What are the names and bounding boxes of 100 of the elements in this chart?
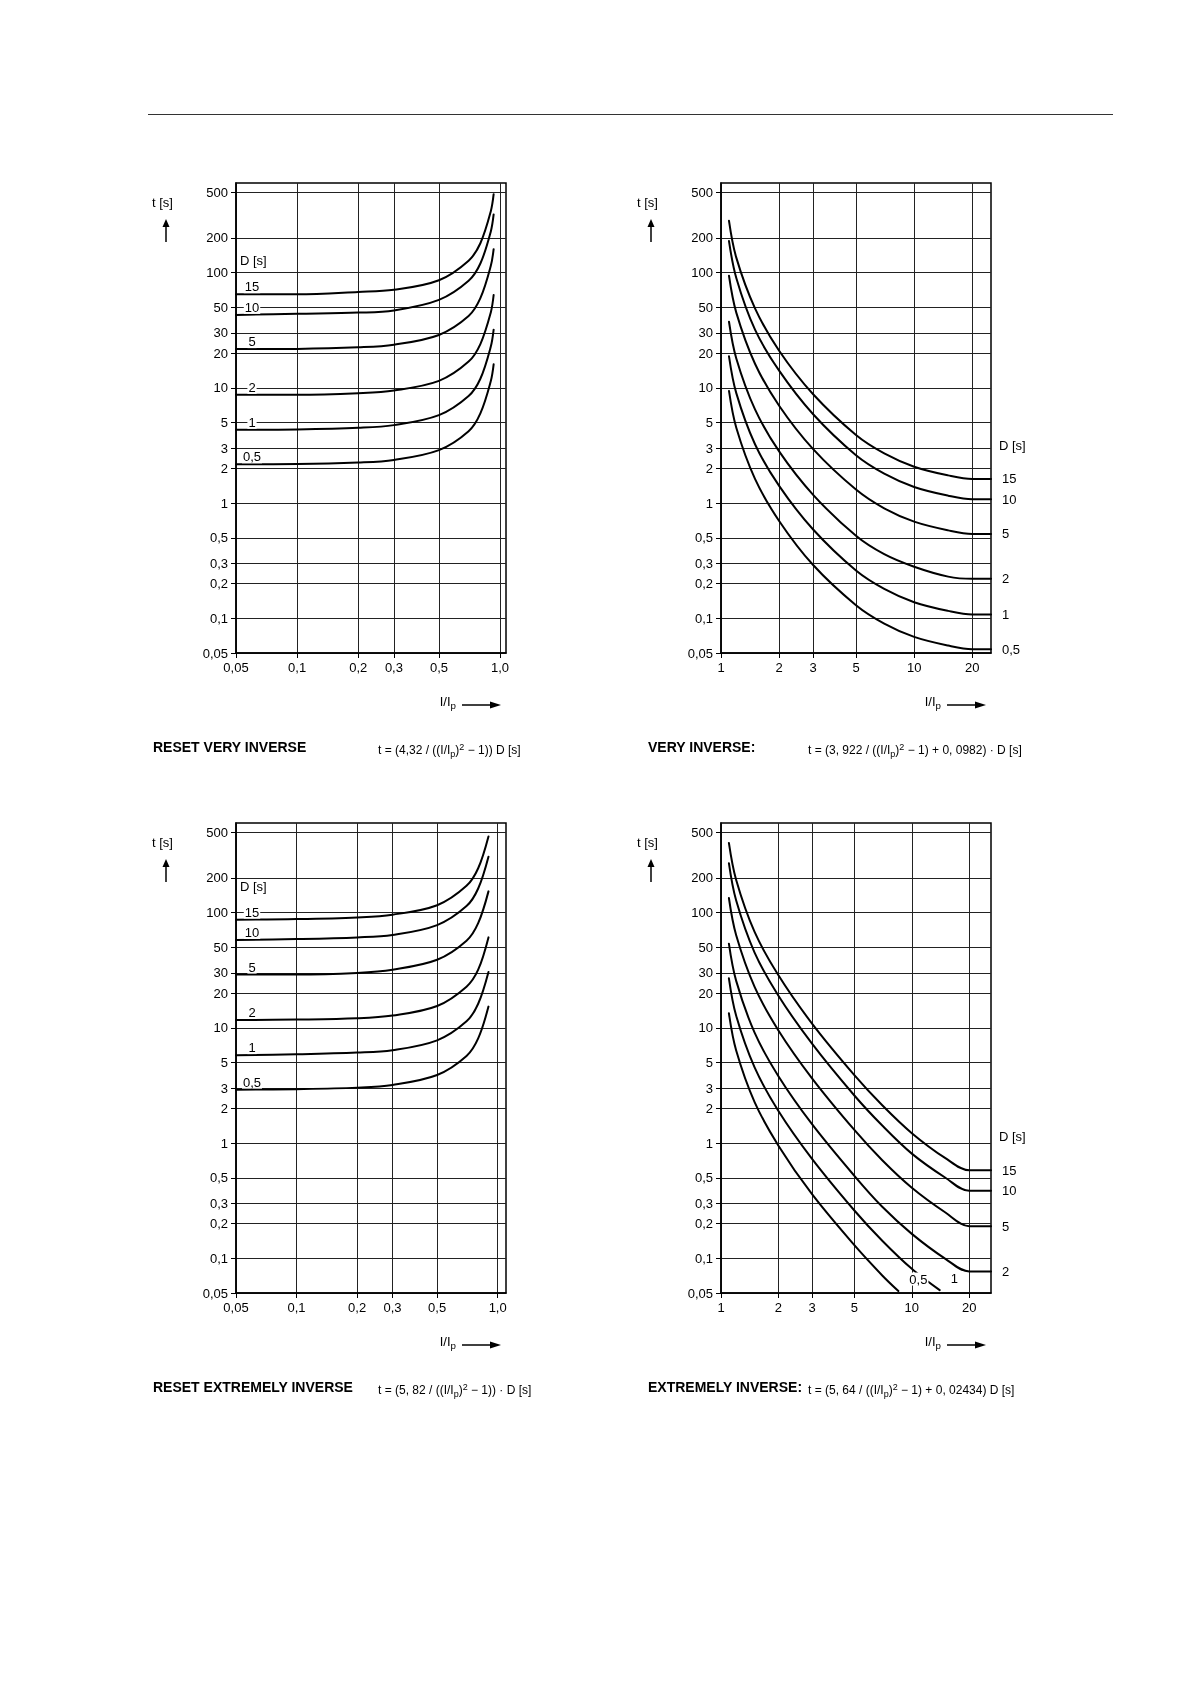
series-label: 2 xyxy=(248,379,256,395)
series-label: 5 xyxy=(248,334,256,350)
y-tick-label: 50 xyxy=(213,299,228,315)
y-tick-label: 200 xyxy=(206,230,228,246)
y-tick-label: 100 xyxy=(691,905,713,921)
text: VERY INVERSE: xyxy=(648,739,756,755)
y-tick-label: 500 xyxy=(691,824,713,840)
y-tick-label: 0,1 xyxy=(209,610,228,626)
y-tick-label: 500 xyxy=(206,184,228,200)
x-tick-label: 2 xyxy=(775,660,783,675)
y-tick-label: 10 xyxy=(213,380,228,396)
y-tick-label: 0,05 xyxy=(687,645,713,661)
series-label: 2 xyxy=(1002,1263,1010,1279)
series-label: 10 xyxy=(244,299,260,315)
y-tick-label: 0,5 xyxy=(209,1170,228,1186)
series-label: 0,5 xyxy=(242,449,262,465)
x-tick-label: 0,5 xyxy=(428,1300,447,1315)
y-tick-label: 5 xyxy=(220,415,228,431)
y-tick-label: 10 xyxy=(698,380,713,396)
x-tick-label: 5 xyxy=(852,660,860,675)
y-tick-label: 0,5 xyxy=(694,1170,713,1186)
x-tick-label: 0,1 xyxy=(288,660,307,675)
y-tick-label: 0,2 xyxy=(694,576,713,592)
legend-title: D [s] xyxy=(999,437,1026,453)
y-tick-label: 30 xyxy=(213,965,228,981)
y-tick-label: 0,5 xyxy=(209,530,228,546)
series-label: 5 xyxy=(1002,1218,1010,1234)
y-tick-label: 20 xyxy=(213,345,228,361)
x-tick-label: 10 xyxy=(904,1300,920,1315)
y-tick-label: 200 xyxy=(691,230,713,246)
legend-title: D [s] xyxy=(240,878,267,894)
series-label: 10 xyxy=(244,924,260,940)
x-tick-label: 10 xyxy=(906,660,922,675)
x-tick-label: 0,3 xyxy=(384,660,403,675)
y-tick-label: 20 xyxy=(213,985,228,1001)
x-tick-label: 1,0 xyxy=(491,660,510,675)
y-tick-label: 1 xyxy=(705,1135,713,1151)
y-tick-label: 20 xyxy=(698,985,713,1001)
x-tick-label: 3 xyxy=(808,1300,816,1315)
series-label: 0,5 xyxy=(909,1271,928,1287)
y-axis-title: t [s] xyxy=(152,195,173,210)
series-label: 5 xyxy=(248,959,256,975)
x-tick-label: 5 xyxy=(850,1300,858,1315)
y-tick-label: 3 xyxy=(220,440,228,456)
y-tick-label: 0,3 xyxy=(694,555,713,571)
y-tick-label: 0,5 xyxy=(694,530,713,546)
text: RESET VERY INVERSE xyxy=(153,739,307,755)
y-tick-label: 10 xyxy=(698,1020,713,1036)
series-label: 5 xyxy=(1002,526,1010,542)
x-tick-label: 0,3 xyxy=(383,1300,402,1315)
y-tick-label: 50 xyxy=(213,939,228,955)
y-tick-label: 5 xyxy=(705,415,713,431)
series-label: 1 xyxy=(248,1040,256,1056)
x-tick-label: 0,5 xyxy=(429,660,448,675)
x-tick-label: 0,1 xyxy=(287,1300,306,1315)
y-tick-label: 0,1 xyxy=(694,1250,713,1266)
y-tick-label: 30 xyxy=(213,325,228,341)
series-label: 2 xyxy=(1002,571,1010,587)
y-tick-label: 100 xyxy=(691,265,713,281)
y-tick-label: 2 xyxy=(705,460,713,476)
x-tick-label: 0,2 xyxy=(348,1300,367,1315)
y-tick-label: 50 xyxy=(698,299,713,315)
y-tick-label: 1 xyxy=(220,495,228,511)
y-axis-title: t [s] xyxy=(637,835,658,850)
x-tick-label: 1,0 xyxy=(488,1300,507,1315)
y-tick-label: 0,05 xyxy=(687,1285,713,1301)
series-label: 1 xyxy=(950,1270,958,1286)
y-tick-label: 200 xyxy=(691,870,713,886)
y-tick-label: 0,2 xyxy=(694,1216,713,1232)
legend-title: D [s] xyxy=(240,253,267,269)
y-tick-label: 0,3 xyxy=(209,555,228,571)
series-label: 15 xyxy=(244,904,260,920)
x-tick-label: 20 xyxy=(962,1300,977,1315)
y-tick-label: 3 xyxy=(220,1080,228,1096)
y-tick-label: 2 xyxy=(220,1100,228,1116)
y-axis-title: t [s] xyxy=(152,835,173,850)
y-tick-label: 0,3 xyxy=(209,1195,228,1211)
y-tick-label: 5 xyxy=(220,1055,228,1071)
y-tick-label: 0,3 xyxy=(694,1195,713,1211)
y-tick-label: 5 xyxy=(705,1055,713,1071)
y-tick-label: 0,05 xyxy=(202,1285,228,1301)
series-label: 0,5 xyxy=(242,1074,262,1090)
series-label: 15 xyxy=(1002,1162,1017,1178)
y-tick-label: 10 xyxy=(213,1020,228,1036)
y-axis-title: t [s] xyxy=(637,195,658,210)
y-tick-label: 0,1 xyxy=(209,1250,228,1266)
y-tick-label: 50 xyxy=(698,939,713,955)
y-tick-label: 100 xyxy=(206,265,228,281)
series-label: 10 xyxy=(1002,491,1017,507)
y-tick-label: 0,05 xyxy=(202,645,228,661)
series-label: 1 xyxy=(248,414,256,430)
series-label: 15 xyxy=(1002,471,1017,487)
y-tick-label: 0,1 xyxy=(694,610,713,626)
y-tick-label: 30 xyxy=(698,965,713,981)
x-tick-label: 1 xyxy=(717,1300,725,1315)
x-tick-label: 0,2 xyxy=(349,660,368,675)
text: RESET EXTREMELY INVERSE xyxy=(153,1379,353,1395)
y-tick-label: 2 xyxy=(705,1100,713,1116)
series-label: 10 xyxy=(1002,1183,1017,1199)
y-tick-label: 20 xyxy=(698,345,713,361)
